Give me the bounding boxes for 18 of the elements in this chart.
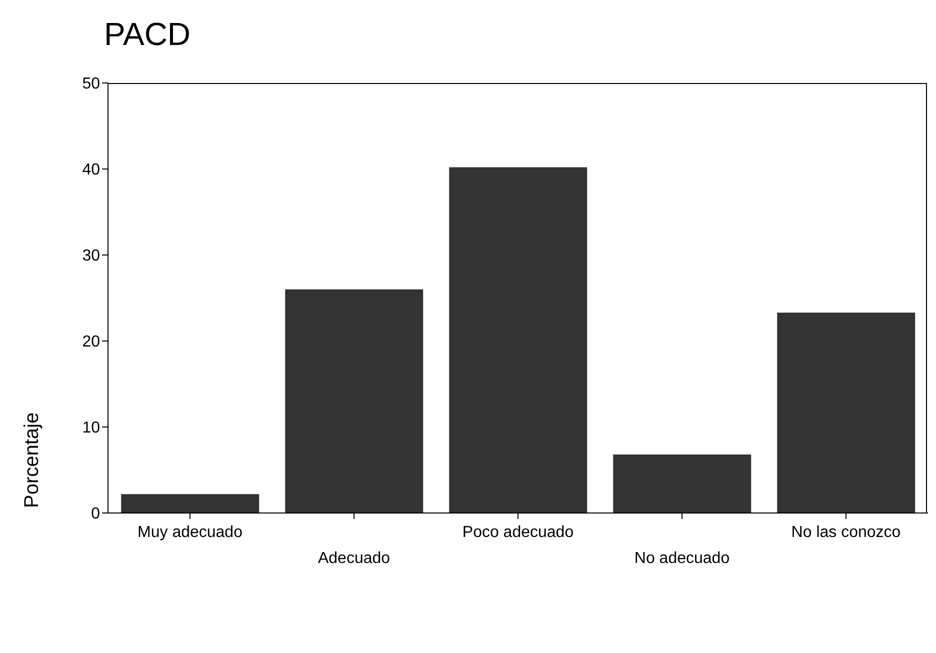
y-tick-label: 20 [82, 334, 100, 351]
y-tick-label: 0 [91, 506, 100, 523]
bar [285, 289, 424, 513]
x-tick-label: Poco adecuado [462, 524, 574, 541]
chart-title: PACD [104, 16, 191, 53]
y-tick-label: 30 [82, 248, 100, 265]
y-tick-label: 50 [82, 76, 100, 93]
x-tick-label: No las conozco [791, 524, 901, 541]
bar [449, 167, 588, 513]
y-tick-label: 40 [82, 162, 100, 179]
x-tick-label: Adecuado [318, 550, 390, 567]
y-tick-label: 10 [82, 420, 100, 437]
bar [121, 494, 260, 513]
y-axis-title: Porcentaje [21, 412, 43, 508]
x-tick-label: Muy adecuado [138, 524, 243, 541]
bar [777, 312, 916, 513]
x-tick-label: No adecuado [634, 550, 730, 567]
bar [613, 454, 752, 513]
